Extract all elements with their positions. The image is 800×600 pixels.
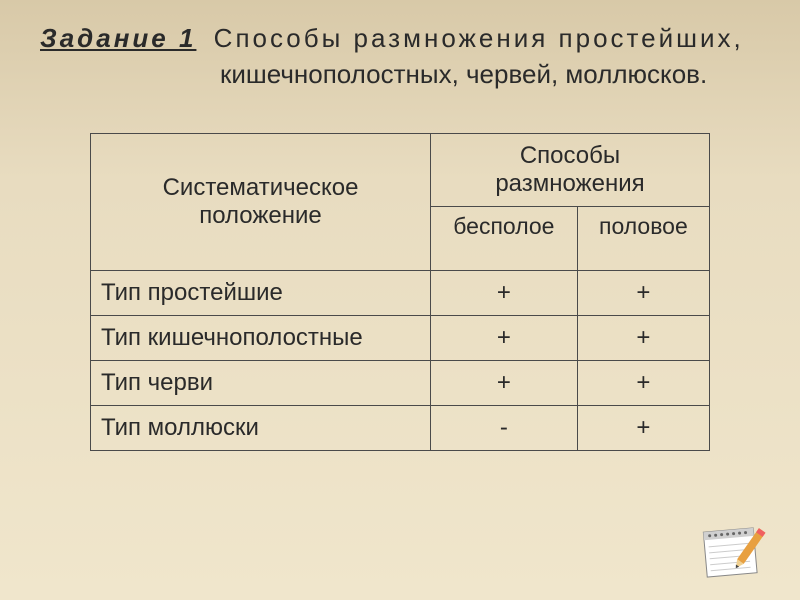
table-row: Тип простейшие + +	[91, 270, 710, 315]
row-asexual-value: +	[431, 360, 578, 405]
row-sexual-value: +	[577, 315, 709, 360]
row-label: Тип черви	[91, 360, 431, 405]
header-systematic-position: Систематическое положение	[91, 133, 431, 270]
row-label: Тип моллюски	[91, 405, 431, 450]
row-sexual-value: +	[577, 270, 709, 315]
row-asexual-value: +	[431, 315, 578, 360]
table-header-row-1: Систематическое положение Способы размно…	[91, 133, 710, 206]
row-sexual-value: +	[577, 405, 709, 450]
notepad-pencil-icon	[685, 515, 775, 590]
row-label: Тип простейшие	[91, 270, 431, 315]
reproduction-table: Систематическое положение Способы размно…	[90, 133, 710, 451]
task-title: Задание 1 Способы размножения простейших…	[40, 20, 760, 93]
table-row: Тип моллюски - +	[91, 405, 710, 450]
row-asexual-value: -	[431, 405, 578, 450]
reproduction-table-container: Систематическое положение Способы размно…	[90, 133, 710, 451]
header-reproduction-methods: Способы размножения	[431, 133, 710, 206]
table-row: Тип черви + +	[91, 360, 710, 405]
page-header: Задание 1 Способы размножения простейших…	[0, 0, 800, 103]
header-asexual: бесполое	[431, 206, 578, 270]
task-description-line1: Способы размножения простейших,	[214, 23, 744, 53]
table-row: Тип кишечнополостные + +	[91, 315, 710, 360]
row-asexual-value: +	[431, 270, 578, 315]
task-description-line2: кишечнополостных, червей, моллюсков.	[220, 56, 760, 92]
task-number-label: Задание 1	[40, 23, 196, 53]
row-sexual-value: +	[577, 360, 709, 405]
header-sexual: половое	[577, 206, 709, 270]
row-label: Тип кишечнополостные	[91, 315, 431, 360]
